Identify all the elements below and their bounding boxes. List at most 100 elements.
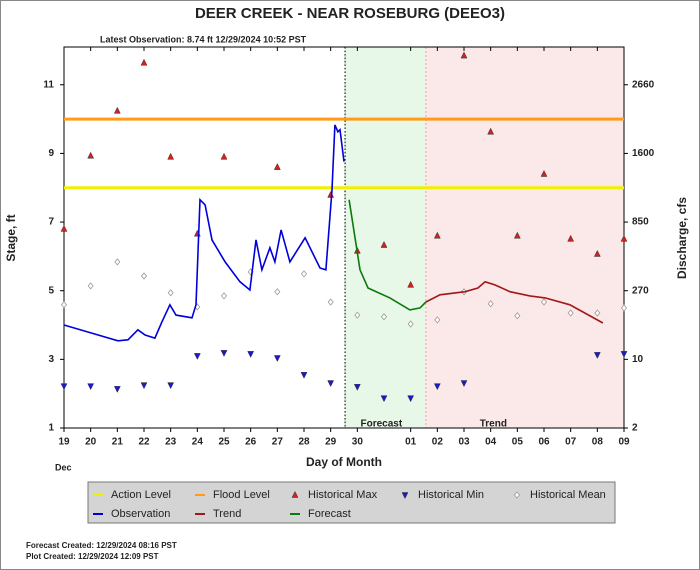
point: [514, 312, 521, 320]
point: [513, 231, 521, 239]
x-tick-label: 23: [165, 437, 177, 448]
x-tick-label: 25: [218, 437, 230, 448]
point: [620, 304, 628, 312]
series-line: [63, 124, 345, 342]
x-tick-label: 07: [565, 437, 577, 448]
point: [140, 272, 148, 280]
point: [540, 298, 548, 306]
point: [167, 289, 174, 297]
point: [300, 372, 308, 379]
y-tick-label: 1: [48, 423, 54, 434]
y2-tick-label: 2: [632, 423, 638, 434]
legend-label: Historical Mean: [530, 489, 606, 501]
x-tick-label: 20: [85, 437, 97, 448]
y2-axis-label: Discharge, cfs: [675, 197, 689, 279]
x-tick-label: 19: [58, 437, 70, 448]
region-label: Forecast: [360, 419, 402, 430]
point: [300, 270, 308, 278]
legend-swatch: [513, 491, 521, 499]
point: [60, 224, 68, 232]
point: [567, 309, 574, 317]
series-line: [425, 280, 604, 324]
point: [380, 395, 388, 403]
y-tick-label: 7: [48, 217, 54, 228]
point: [380, 240, 388, 248]
point: [407, 395, 415, 403]
point: [87, 383, 95, 391]
point: [594, 309, 601, 317]
point: [87, 282, 94, 290]
point: [193, 353, 201, 360]
point: [540, 169, 548, 177]
y-tick-label: 5: [48, 285, 54, 296]
point: [273, 355, 281, 363]
footer: Plot Created: 12/29/2024 12:09 PST: [26, 552, 159, 561]
x-sublabel: Dec: [55, 462, 72, 472]
region-label: Trend: [480, 419, 507, 430]
point: [114, 258, 121, 266]
point: [327, 380, 335, 388]
point: [274, 288, 281, 296]
legend-label: Historical Max: [308, 489, 378, 501]
point: [60, 301, 68, 309]
point: [220, 292, 228, 300]
point: [354, 311, 361, 319]
legend-label: Observation: [111, 508, 170, 520]
legend-label: Trend: [213, 508, 241, 520]
point: [247, 351, 255, 358]
point: [433, 383, 441, 391]
x-tick-label: 06: [538, 437, 550, 448]
point: [113, 106, 121, 114]
point: [407, 320, 414, 328]
point: [167, 382, 175, 390]
y2-tick-label: 850: [632, 217, 649, 228]
point: [353, 384, 361, 391]
legend-label: Flood Level: [213, 489, 270, 501]
y-axis-label: Stage, ft: [4, 214, 18, 261]
x-tick-label: 29: [325, 437, 337, 448]
subtitle: Latest Observation: 8.74 ft 12/29/2024 1…: [100, 34, 307, 44]
series-line: [348, 199, 427, 311]
point: [487, 300, 494, 308]
point: [620, 351, 628, 358]
y2-tick-label: 2660: [632, 79, 655, 90]
point: [140, 58, 148, 66]
x-tick-label: 24: [192, 437, 204, 448]
legend-label: Forecast: [308, 508, 351, 520]
x-tick-label: 21: [112, 437, 124, 448]
x-tick-label: 09: [618, 437, 630, 448]
y-tick-label: 11: [43, 79, 54, 90]
chart-title: DEER CREEK - NEAR ROSEBURG (DEEO3): [195, 5, 505, 22]
point: [87, 151, 95, 159]
point: [220, 350, 228, 357]
point: [60, 383, 68, 391]
legend: [87, 481, 616, 524]
x-tick-label: 04: [485, 437, 497, 448]
x-tick-label: 28: [298, 437, 310, 448]
legend-swatch: [291, 490, 299, 498]
legend-label: Action Level: [111, 489, 171, 501]
point: [434, 316, 441, 324]
y2-tick-label: 10: [632, 354, 644, 365]
x-tick-label: 22: [138, 437, 150, 448]
point: [327, 298, 334, 306]
x-tick-label: 08: [592, 437, 604, 448]
point: [487, 127, 495, 135]
forecast-region: [345, 47, 426, 428]
point: [273, 163, 281, 170]
y2-tick-label: 270: [632, 285, 649, 296]
x-tick-label: 30: [352, 437, 364, 448]
y2-tick-label: 1600: [632, 148, 655, 159]
legend-swatch: [401, 492, 409, 500]
point: [220, 152, 228, 160]
point: [567, 234, 575, 242]
point: [140, 382, 148, 390]
x-tick-label: 02: [432, 437, 444, 448]
x-tick-label: 26: [245, 437, 257, 448]
point: [407, 280, 415, 288]
point: [620, 234, 628, 242]
x-tick-label: 05: [512, 437, 524, 448]
y-tick-label: 9: [48, 148, 54, 159]
point: [460, 51, 468, 59]
